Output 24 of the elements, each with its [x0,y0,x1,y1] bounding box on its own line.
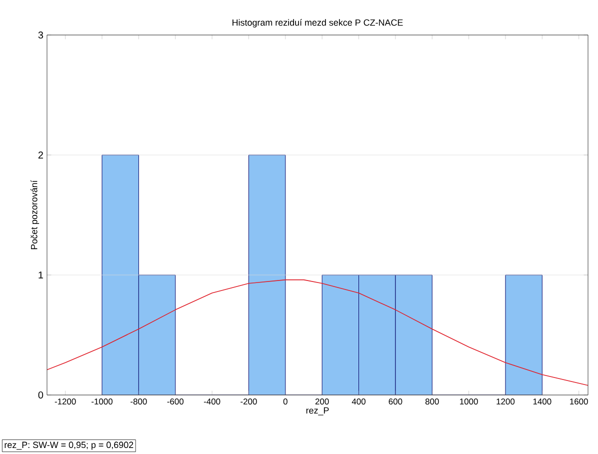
x-tick-label: -1000 [92,398,113,405]
x-tick-label: 1400 [533,398,552,405]
x-tick-label: 200 [315,398,329,405]
x-tick-label: 600 [388,398,402,405]
line-series [47,279,588,386]
y-tick-label: 1 [38,272,43,278]
x-tick-label: -400 [204,398,220,405]
y-tick-label: 2 [38,152,43,158]
x-tick-label: 1600 [570,398,588,405]
y-tick-label: 3 [38,31,44,39]
y-axis-title: Počet pozorování [30,180,40,250]
x-tick-label: 1000 [460,398,478,405]
x-tick-label: 400 [352,398,366,405]
y-tick-label: 0 [38,391,44,399]
x-tick-label: 0 [283,398,288,405]
x-tick-label: -800 [130,398,147,405]
x-tick-label: -600 [167,398,184,405]
x-axis-title: rez_P [306,407,329,416]
text: rez_P: SW-W = 0,95; p = 0,6902 [4,442,134,450]
x-tick-label: 1200 [496,398,515,405]
chart-title: Histogram reziduí mezd sekce P CZ-NACE [232,19,403,28]
x-tick-label: 800 [425,398,439,405]
x-tick-label: -200 [240,398,257,405]
x-tick-label: -1200 [54,398,76,405]
